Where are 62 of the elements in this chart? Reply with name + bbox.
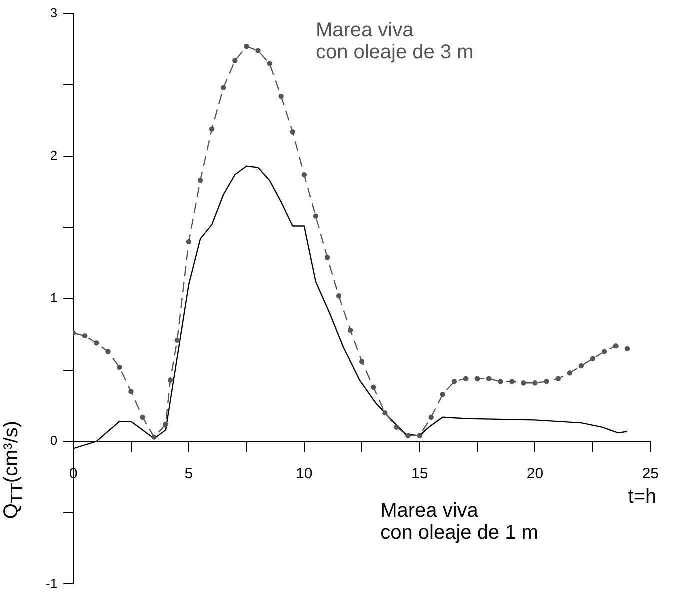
point <box>221 85 226 91</box>
point <box>532 380 538 386</box>
point <box>168 378 174 383</box>
point <box>336 294 342 299</box>
y-tick-label: 1 <box>50 290 58 306</box>
point <box>394 424 400 430</box>
point <box>613 343 619 349</box>
point <box>371 384 376 390</box>
point <box>278 94 284 100</box>
point <box>232 58 238 64</box>
point <box>452 379 458 384</box>
point <box>428 414 434 420</box>
point <box>198 178 204 184</box>
x-axis-title: t=h <box>628 486 657 508</box>
y-tick-label: 0 <box>50 433 58 448</box>
text: Marea viva con oleaje de 3 m <box>316 19 474 64</box>
point <box>152 434 157 440</box>
point <box>406 433 411 438</box>
y-tick-label: 2 <box>50 148 58 163</box>
point <box>290 130 296 135</box>
point <box>324 255 330 260</box>
point <box>382 410 388 416</box>
point <box>82 333 88 339</box>
point <box>486 376 492 382</box>
y-tick-label: 3 <box>50 5 58 20</box>
point <box>348 328 354 333</box>
point <box>474 376 480 382</box>
point <box>440 392 446 398</box>
point <box>556 376 561 382</box>
y-tick-label: -1 <box>46 576 58 591</box>
point <box>463 376 469 382</box>
x-tick-label: 5 <box>184 466 194 483</box>
point <box>209 126 215 132</box>
point <box>313 214 319 219</box>
point <box>186 239 192 245</box>
point <box>360 359 365 364</box>
point <box>498 379 504 384</box>
point <box>578 363 584 369</box>
point <box>256 48 261 54</box>
point <box>302 172 307 178</box>
point <box>417 433 422 438</box>
point <box>163 422 168 428</box>
point <box>174 338 180 343</box>
point <box>267 61 272 66</box>
point <box>244 44 250 50</box>
point <box>602 349 608 354</box>
x-tick-label: 25 <box>642 466 659 483</box>
x-tick-label: 15 <box>411 466 428 483</box>
point <box>140 414 146 420</box>
point <box>624 346 630 352</box>
point <box>590 356 596 362</box>
x-tick-label: 20 <box>526 466 544 483</box>
point <box>117 364 122 370</box>
point <box>521 380 526 386</box>
point <box>510 379 515 384</box>
text: Marea viva con oleaje de 1 m <box>380 500 538 544</box>
point <box>567 370 572 376</box>
point <box>94 340 100 346</box>
point <box>544 379 550 384</box>
x-tick-label: 10 <box>296 466 313 483</box>
point <box>128 389 134 394</box>
point <box>106 349 111 354</box>
